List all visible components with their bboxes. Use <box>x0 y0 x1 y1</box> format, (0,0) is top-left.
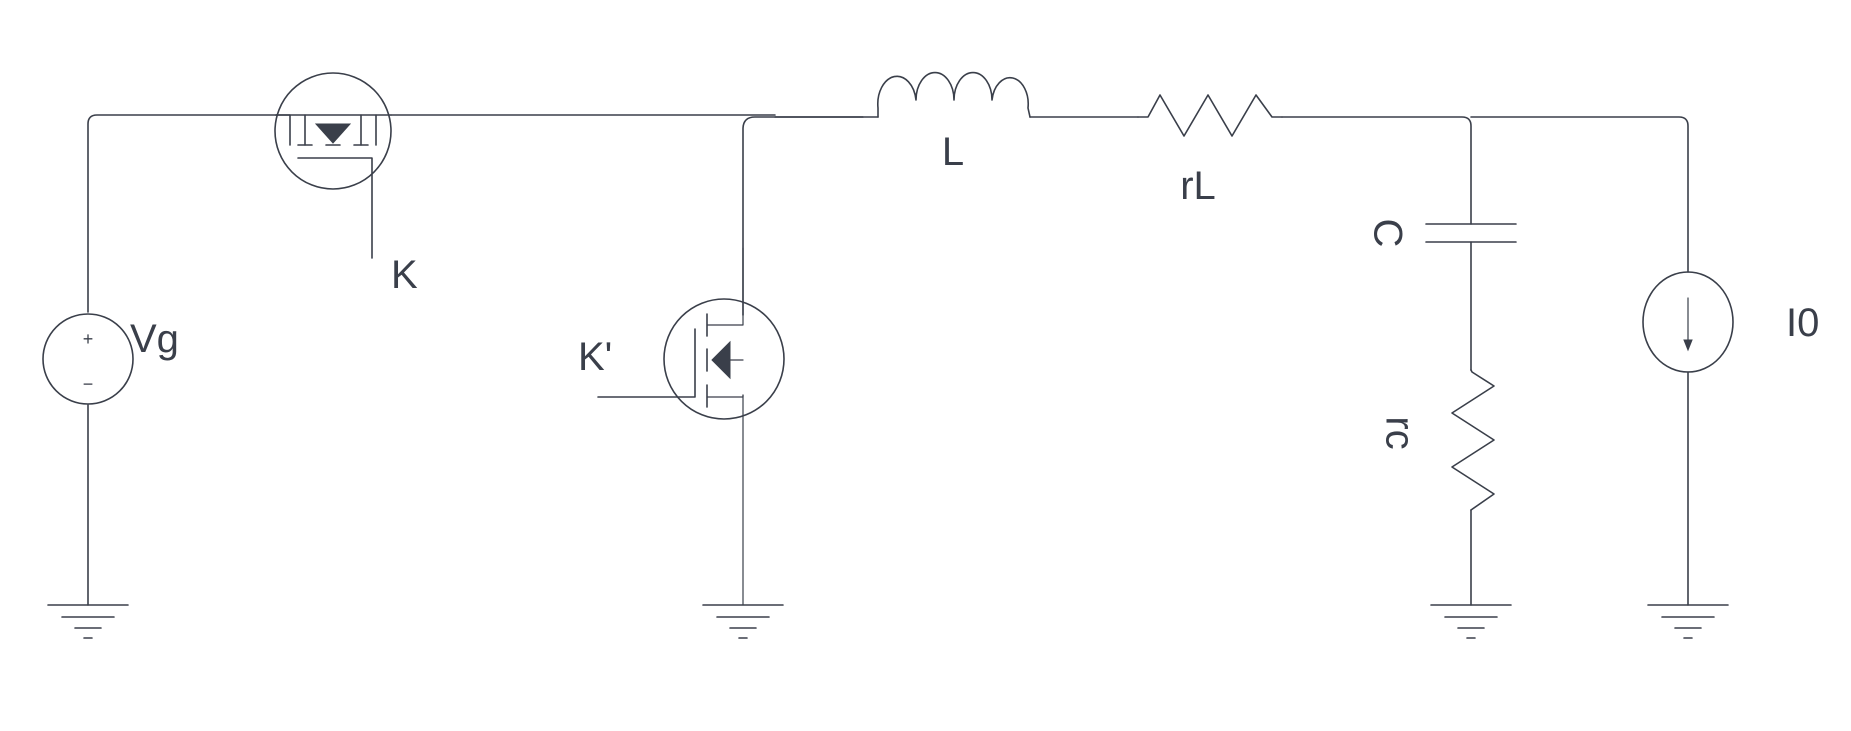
switch-kprime-label: K' <box>578 335 612 379</box>
vg-minus-sign: − <box>83 374 94 394</box>
vg-source: + − Vg <box>42 313 179 405</box>
resistor-rc-zigzag <box>1451 369 1495 511</box>
switch-k-circle <box>274 72 392 190</box>
vg-label: Vg <box>130 317 179 361</box>
resistor-rl-zigzag <box>1137 94 1283 137</box>
ground-icon <box>1430 604 1512 639</box>
wire-vg-to-k <box>87 114 277 313</box>
inductor: L <box>877 71 1031 174</box>
resistor-rc: rc <box>1377 369 1495 511</box>
capacitor: C <box>1365 219 1517 248</box>
wire-junction-to-kprime <box>742 116 864 316</box>
current-source: I0 <box>1642 271 1819 373</box>
ground-vg <box>47 604 129 639</box>
wire-c-to-i0 <box>1470 116 1689 273</box>
ground-i0 <box>1647 604 1729 639</box>
switch-k: K <box>274 72 418 297</box>
ground-icon <box>702 604 784 639</box>
switch-k-label: K <box>391 253 418 297</box>
resistor-rl: rL <box>1137 94 1283 208</box>
current-source-label: I0 <box>1786 301 1819 345</box>
current-down-arrow-icon <box>1683 339 1693 352</box>
ground-rc <box>1430 604 1512 639</box>
switch-k-prime: K' <box>578 298 785 420</box>
inductor-coil <box>877 71 1031 118</box>
switch-kprime-circle <box>663 298 785 420</box>
wire-rl-to-c <box>1281 116 1472 225</box>
switch-k-arrow <box>314 123 352 144</box>
switch-kprime-arrow <box>711 340 731 380</box>
inductor-label: L <box>942 130 964 174</box>
resistor-rl-label: rL <box>1180 164 1216 208</box>
ground-kprime <box>702 604 784 639</box>
wires <box>87 114 1689 606</box>
current-source-ellipse <box>1642 271 1734 373</box>
ground-icon <box>47 604 129 639</box>
capacitor-label: C <box>1365 219 1409 248</box>
vg-plus-sign: + <box>83 329 94 349</box>
resistor-rc-label: rc <box>1377 416 1421 449</box>
ground-icon <box>1647 604 1729 639</box>
vg-source-circle <box>42 313 134 405</box>
